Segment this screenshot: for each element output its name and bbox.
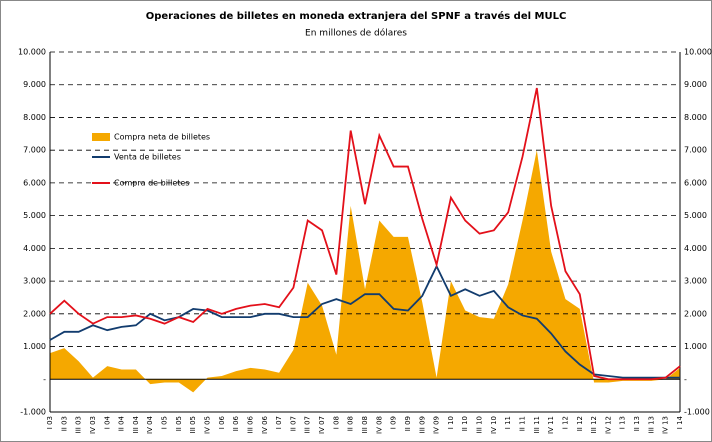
y-tick-label: 8.000: [23, 113, 46, 122]
y-tick-label: 5.000: [23, 211, 46, 220]
y-tick-label: 1.000: [23, 342, 46, 351]
x-tick-label: I 09: [390, 416, 398, 429]
y-tick-label: -: [43, 375, 46, 384]
y2-tick-label: 6.000: [684, 178, 707, 187]
x-tick-label: II 07: [289, 416, 297, 431]
y-tick-label: 2.000: [23, 309, 46, 318]
x-tick-label: IV 08: [375, 416, 383, 434]
legend-swatch: [92, 133, 110, 141]
x-tick-label: I 14: [676, 415, 684, 429]
x-tick-label: III 05: [189, 416, 197, 433]
x-tick-label: IV 03: [89, 416, 97, 434]
x-tick-label: III 06: [246, 415, 254, 433]
x-tick-label: II 09: [404, 416, 412, 431]
legend-label: Venta de billetes: [114, 153, 181, 162]
y2-tick-label: -: [684, 375, 687, 384]
chart-title: Operaciones de billetes en moneda extran…: [146, 10, 567, 22]
x-tick-label: IV 12: [604, 416, 612, 434]
y2-tick-label: 4.000: [684, 244, 707, 253]
x-tick-label: III 04: [132, 415, 140, 433]
x-tick-label: II 03: [60, 416, 68, 431]
y-tick-label: 7.000: [23, 146, 46, 155]
line: [49, 264, 680, 379]
y-tick-label: 3.000: [23, 277, 46, 286]
y2-tick-label: 9.000: [684, 80, 707, 89]
y-tick-label: 6.000: [23, 178, 46, 187]
x-tick-label: IV 06: [261, 415, 269, 434]
x-tick-label: IV 09: [433, 416, 441, 434]
area: [50, 150, 680, 393]
x-tick-label: IV 13: [662, 416, 670, 434]
y2-tick-label: -1.000: [684, 408, 710, 417]
line: [49, 87, 681, 381]
x-tick-label: IV 11: [547, 416, 555, 434]
x-tick-label: III 03: [75, 416, 83, 433]
x-tick-label: IV 05: [204, 416, 212, 434]
y2-tick-label: 7.000: [684, 146, 707, 155]
x-tick-label: IV 07: [318, 416, 326, 434]
x-tick-label: I 05: [161, 416, 169, 429]
x-tick-label: I 08: [332, 416, 340, 429]
y2-tick-label: 3.000: [684, 277, 707, 286]
x-tick-label: II 04: [118, 415, 126, 431]
x-tick-label: II 05: [175, 416, 183, 431]
x-tick-label: II 10: [461, 416, 469, 431]
y-tick-label: 10.000: [18, 48, 46, 57]
y2-tick-label: 1.000: [684, 342, 707, 351]
x-tick-label: I 12: [561, 416, 569, 429]
x-tick-label: III 10: [476, 416, 484, 433]
y2-tick-label: 10.000: [684, 48, 712, 57]
y-tick-label: -1.000: [20, 408, 46, 417]
y2-tick-label: 8.000: [684, 113, 707, 122]
x-tick-label: IV 04: [146, 415, 154, 434]
x-tick-label: III 12: [590, 416, 598, 433]
chart-subtitle: En millones de dólares: [305, 28, 407, 39]
x-tick-label: I 06: [218, 415, 226, 429]
x-tick-label: I 10: [447, 416, 455, 429]
x-tick-label: II 06: [232, 415, 240, 431]
x-tick-label: I 07: [275, 416, 283, 429]
x-tick-label: I 04: [103, 415, 111, 429]
x-tick-label: III 13: [647, 416, 655, 433]
legend-label: Compra neta de billetes: [114, 133, 210, 142]
x-tick-label: II 12: [576, 416, 584, 431]
x-tick-label: I 13: [619, 416, 627, 429]
x-tick-label: I 03: [46, 416, 54, 429]
x-tick-label: III 09: [418, 416, 426, 433]
y-tick-label: 9.000: [23, 80, 46, 89]
legend-label: Compra de billetes: [114, 179, 190, 188]
x-tick-label: II 08: [347, 416, 355, 431]
x-tick-label: IV 10: [490, 416, 498, 434]
x-tick-label: III 11: [533, 416, 541, 433]
y2-tick-label: 5.000: [684, 211, 707, 220]
x-tick-label: II 13: [633, 416, 641, 431]
y-tick-label: 4.000: [23, 244, 46, 253]
x-tick-label: III 07: [304, 416, 312, 433]
y2-tick-label: 2.000: [684, 309, 707, 318]
x-tick-label: I 11: [504, 416, 512, 429]
x-tick-label: III 08: [361, 416, 369, 433]
x-tick-label: II 11: [519, 416, 527, 431]
